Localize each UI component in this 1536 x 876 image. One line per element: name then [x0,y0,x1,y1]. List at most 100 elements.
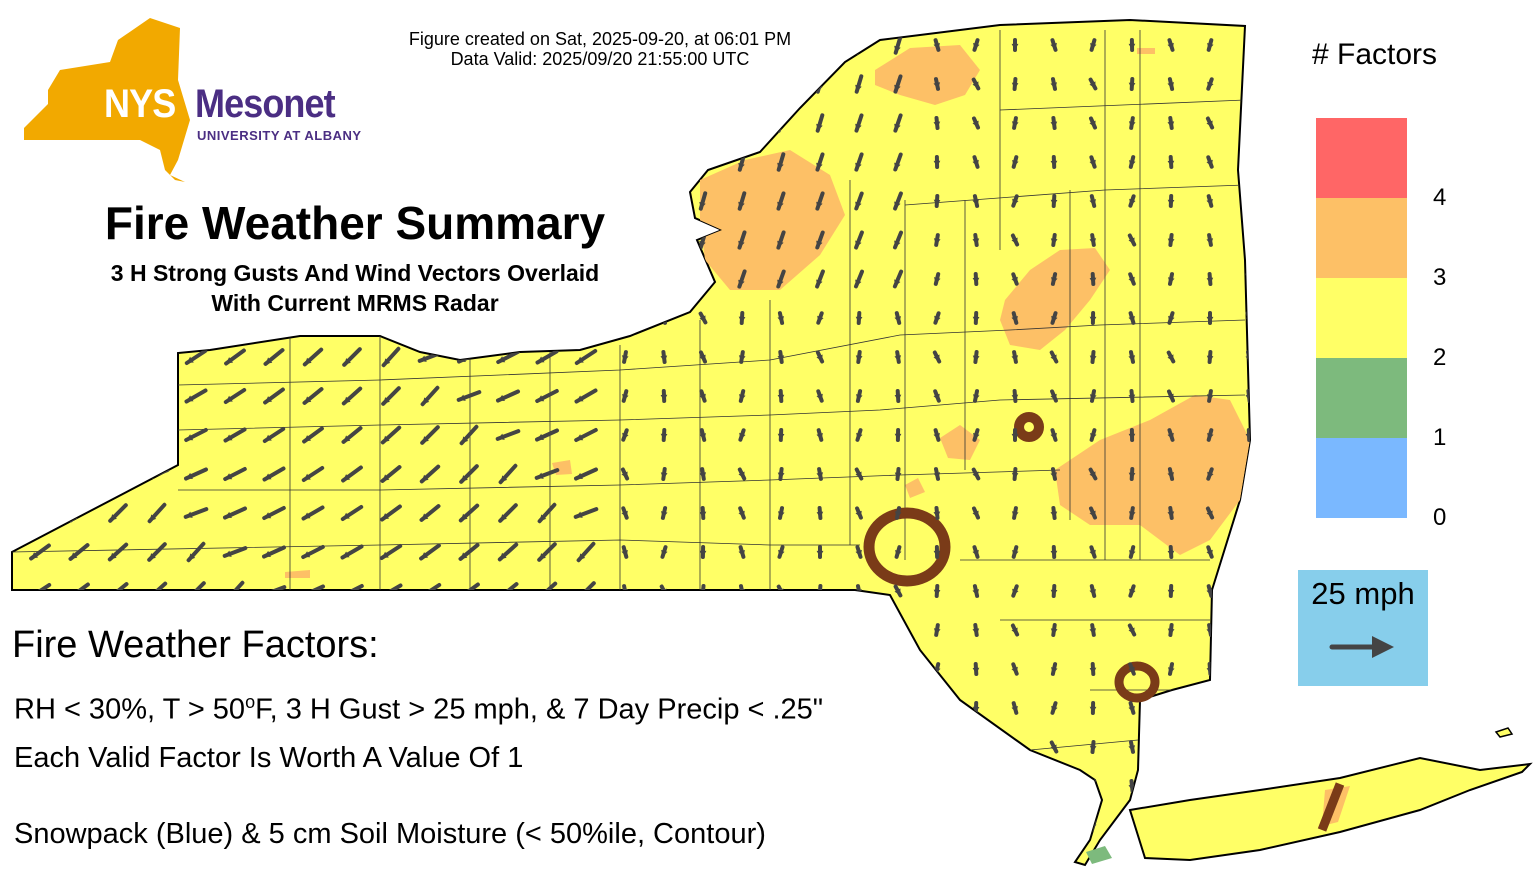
wind-vector-head [738,85,745,92]
wind-vector [419,114,441,132]
wind-vector-head [108,356,116,363]
wind-vector-head [1285,551,1292,557]
wind-vector [186,151,206,173]
wind-vector [777,623,785,637]
wind-vector [972,818,980,832]
wind-vector-head [660,355,668,362]
wind-vector [1521,313,1523,323]
wind-vector-head [972,120,979,128]
wind-vector [1166,740,1176,754]
wind-vector [1520,742,1523,751]
wind-vector-head [816,472,824,479]
wind-vector [1287,664,1289,674]
wind-vector-head [1167,589,1175,596]
wind-vector-head [1011,82,1019,89]
wind-vector-head [343,84,350,91]
wind-vector [1245,545,1250,559]
wind-vector-head [895,550,902,557]
wind-vector-head [1129,198,1136,206]
wind-vector-head [420,668,428,675]
wind-vector-head [265,786,272,793]
wind-vector-head [1441,82,1447,89]
wind-vector-head [621,124,628,131]
wind-vector-head [1206,394,1214,401]
wind-vector-head [894,472,902,479]
wind-vector-head [855,84,862,92]
wind-vector [419,74,441,94]
wind-vector [1245,194,1250,208]
three-factor-areas [285,45,1250,578]
wind-vector-head [1167,82,1174,89]
wind-vector-head [933,199,941,206]
wind-vector-head [225,44,233,51]
wind-vector [1245,272,1250,286]
created-line: Figure created on Sat, 2025-09-20, at 06… [408,29,792,49]
wind-vector-head [1167,472,1174,479]
wind-vector [660,74,668,94]
wind-vector-head [1246,198,1250,206]
wind-vector [1403,820,1406,829]
wind-vector-head [1011,745,1019,752]
wind-vector-head [69,355,76,362]
wind-vector [497,621,519,639]
wind-vector [1481,274,1485,283]
wind-vector-head [894,627,901,635]
wind-vector [1521,118,1523,128]
wind-vector [1287,313,1290,323]
wind-vector-head [933,589,941,596]
wind-vector-head [343,396,351,404]
wind-vector-head [1011,355,1019,362]
wind-vector-head [70,552,78,559]
factors-note: Snowpack (Blue) & 5 cm Soil Moisture (< … [14,818,766,850]
wind-vector [496,661,520,677]
wind-vector-head [1011,237,1018,245]
wind-vector-head [421,474,429,482]
wind-vector [1520,352,1523,361]
wind-vector-head [1128,276,1135,284]
wind-vector-head [1206,745,1214,752]
wind-vector-head [660,124,667,131]
wind-vector-head [537,433,544,440]
wind-vector-head [699,628,707,635]
green-patch [1086,846,1112,864]
wind-vector-head [1245,666,1250,674]
wind-vector-head [32,46,39,53]
wind-vector [27,351,53,363]
wind-vector-head [1480,237,1486,244]
wind-vector-head [1167,744,1174,752]
wind-vector [456,780,482,792]
wind-vector-head [699,124,706,131]
wind-vector [622,740,628,754]
wind-vector [1207,740,1213,754]
wind-vector-head [1011,316,1018,323]
wind-vector-head [777,784,785,791]
wind-vector-head [1167,42,1174,50]
wind-vector-head [1051,667,1058,674]
wind-vector [419,153,441,171]
wind-vector-head [1245,745,1250,752]
wind-vector [1246,779,1250,793]
wind-vector [380,114,402,132]
wind-vector-head [1050,589,1058,596]
wind-vector-head [1285,629,1292,636]
wind-vector-head [539,514,547,522]
wind-vector [856,623,862,637]
wind-vector-head [1206,199,1213,206]
wind-vector-head [660,85,667,92]
wind-vector-head [1128,394,1136,401]
wind-vector-head [972,471,979,479]
wind-vector-head [894,316,901,323]
wind-vector-head [1441,121,1447,128]
wind-vector-head [894,162,901,170]
wind-vector-head [738,316,746,323]
wind-vector-head [1285,82,1292,89]
wind-vector-head [777,433,785,440]
wind-vector-head [1519,590,1526,596]
wind-vector-head [972,355,980,362]
wind-vector-head [739,432,746,440]
page-title: Fire Weather Summary [104,197,606,249]
wind-vector-head [894,201,901,209]
wind-vector-head [1246,588,1250,596]
wind-vector-head [1167,160,1175,167]
